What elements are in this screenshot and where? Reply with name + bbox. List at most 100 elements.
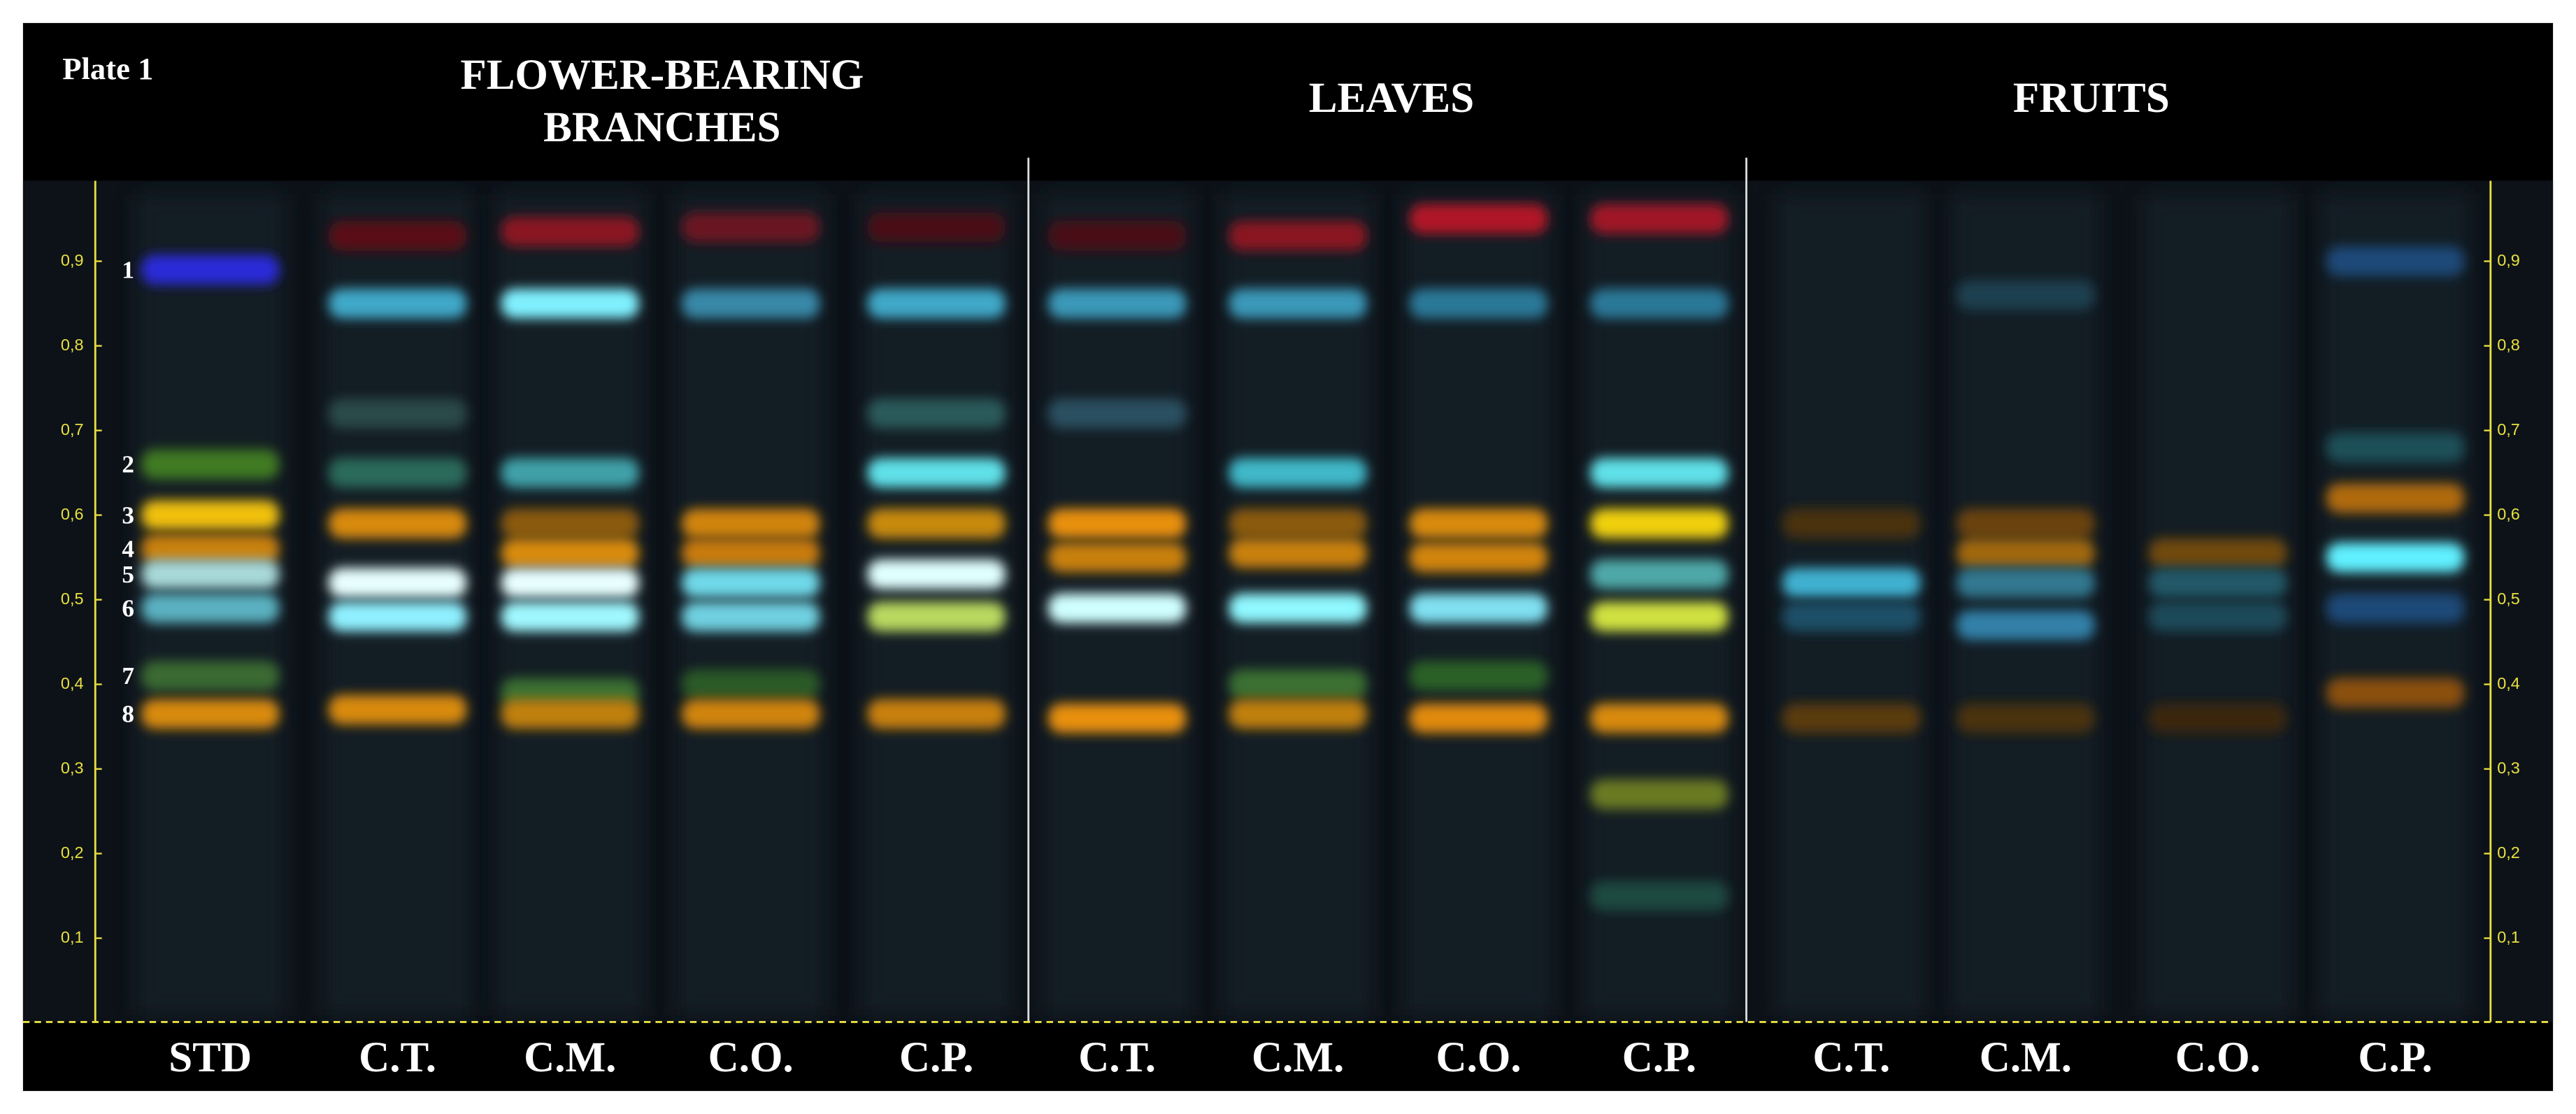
- band: [2326, 678, 2465, 708]
- band-number: 5: [122, 561, 134, 588]
- section-title: FLOWER-BEARING: [460, 52, 864, 99]
- plate-label: Plate 1: [62, 51, 153, 86]
- band-number: 8: [122, 701, 134, 728]
- band: [1409, 593, 1548, 623]
- band: [1590, 601, 1729, 631]
- band: [2149, 538, 2287, 569]
- band: [682, 538, 820, 569]
- band: [1409, 542, 1548, 573]
- band: [328, 508, 467, 538]
- rf-tick-label: 0,7: [61, 420, 84, 438]
- band: [682, 601, 820, 631]
- rf-tick-label: 0,5: [61, 590, 84, 608]
- lane-label: C.P.: [1622, 1034, 1696, 1081]
- band: [501, 288, 639, 319]
- band: [1047, 593, 1187, 623]
- band: [682, 699, 820, 729]
- band: [141, 593, 280, 623]
- band: [2326, 593, 2465, 623]
- band: [328, 221, 467, 251]
- lane-label: C.T.: [1812, 1034, 1890, 1081]
- rf-tick-label: 0,4: [2497, 674, 2520, 692]
- band: [501, 217, 639, 247]
- section-title: LEAVES: [1309, 75, 1475, 122]
- section-title: FRUITS: [2013, 75, 2170, 122]
- rf-tick-label: 0,2: [61, 843, 84, 862]
- band: [1956, 568, 2095, 598]
- band: [501, 699, 639, 729]
- rf-tick-label: 0,2: [2497, 843, 2520, 862]
- band: [867, 508, 1006, 538]
- rf-tick-label: 0,6: [61, 505, 84, 523]
- band: [1956, 508, 2095, 538]
- rf-tick-label: 0,8: [61, 336, 84, 354]
- band: [1047, 221, 1187, 251]
- band: [2326, 542, 2465, 573]
- band: [501, 568, 639, 598]
- band: [2149, 568, 2287, 598]
- rf-tick-label: 0,9: [61, 251, 84, 269]
- rf-tick-label: 0,4: [61, 674, 84, 692]
- rf-tick-label: 0,6: [2497, 505, 2520, 523]
- band: [1409, 661, 1548, 691]
- rf-tick-label: 0,9: [2497, 251, 2520, 269]
- band: [328, 399, 467, 429]
- band: [682, 568, 820, 598]
- band: [141, 534, 280, 564]
- band: [1409, 703, 1548, 734]
- band: [1047, 508, 1187, 538]
- rf-tick-label: 0,5: [2497, 590, 2520, 608]
- band: [2326, 246, 2465, 276]
- lane-track: [1949, 194, 2101, 1016]
- band-number: 4: [122, 536, 134, 563]
- lane-label: STD: [169, 1034, 252, 1081]
- rf-tick-label: 0,1: [2497, 928, 2520, 946]
- band: [2326, 483, 2465, 513]
- band: [2149, 601, 2287, 631]
- band: [141, 559, 280, 590]
- band: [1590, 457, 1729, 488]
- band: [501, 508, 639, 538]
- band: [1047, 542, 1187, 573]
- band: [328, 694, 467, 725]
- lane-label: C.O.: [2175, 1034, 2261, 1081]
- rf-tick-label: 0,3: [2497, 759, 2520, 777]
- band: [2326, 432, 2465, 462]
- band: [867, 213, 1006, 243]
- band: [141, 255, 280, 285]
- band: [867, 601, 1006, 631]
- lane-label: C.M.: [1980, 1034, 2072, 1081]
- band: [682, 669, 820, 699]
- lane-label: C.M.: [524, 1034, 616, 1081]
- section-title: BRANCHES: [543, 104, 780, 151]
- band: [1229, 457, 1367, 488]
- band-number: 6: [122, 594, 134, 622]
- band: [1956, 703, 2095, 734]
- rf-tick-label: 0,3: [61, 759, 84, 777]
- band: [867, 399, 1006, 429]
- band: [682, 213, 820, 243]
- band-number: 7: [122, 662, 134, 690]
- band: [141, 449, 280, 480]
- band: [501, 601, 639, 631]
- band: [1047, 703, 1187, 734]
- band: [867, 288, 1006, 319]
- band: [141, 661, 280, 691]
- band: [867, 457, 1006, 488]
- band: [1590, 779, 1729, 810]
- band: [1229, 508, 1367, 538]
- band: [501, 457, 639, 488]
- band: [328, 601, 467, 631]
- band: [1590, 288, 1729, 319]
- band: [1956, 538, 2095, 569]
- band: [141, 500, 280, 530]
- band: [1590, 559, 1729, 590]
- band: [1590, 703, 1729, 734]
- lane-label: C.M.: [1252, 1034, 1344, 1081]
- band: [1047, 399, 1187, 429]
- band: [2149, 703, 2287, 734]
- band: [1782, 508, 1921, 538]
- band: [501, 538, 639, 569]
- lane-label: C.P.: [899, 1034, 973, 1081]
